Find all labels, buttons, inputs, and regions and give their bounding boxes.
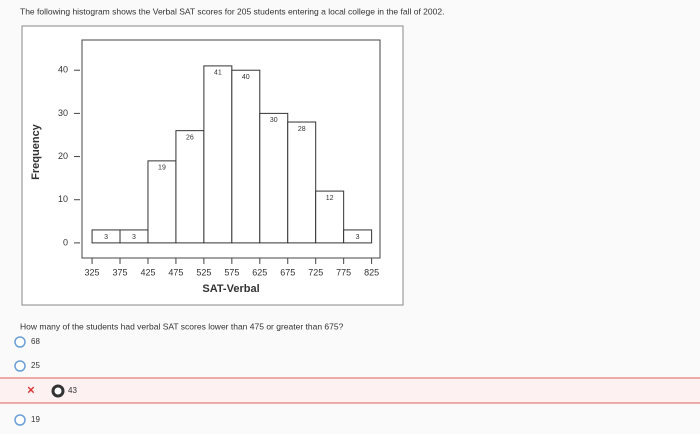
bar <box>315 190 345 244</box>
question-text: How many of the students had verbal SAT … <box>20 321 344 331</box>
x-tick-label: 825 <box>364 267 379 277</box>
data-label: 3 <box>132 234 136 241</box>
data-label: 28 <box>298 126 306 133</box>
x-tick-label: 625 <box>252 267 267 277</box>
x-tick-label: 425 <box>140 267 155 277</box>
radio[interactable] <box>14 360 26 372</box>
bar <box>231 69 261 244</box>
option-text[interactable]: 19 <box>31 415 40 424</box>
x-tick-label: 325 <box>85 267 100 277</box>
y-tick-label: 30 <box>58 108 68 118</box>
x-axis-label: SAT-Verbal <box>202 283 259 295</box>
data-label: 12 <box>326 195 334 202</box>
incorrect-row <box>0 378 700 403</box>
x-tick-label: 375 <box>113 267 128 277</box>
header-text: The following histogram shows the Verbal… <box>20 6 444 16</box>
option-text[interactable]: 43 <box>68 386 77 395</box>
y-tick-label: 0 <box>63 237 68 247</box>
y-tick-label: 10 <box>58 194 68 204</box>
radio-selected[interactable] <box>51 384 65 398</box>
option-text[interactable]: 25 <box>31 361 40 370</box>
radio[interactable] <box>14 414 26 426</box>
bar <box>203 65 233 244</box>
data-label: 30 <box>270 117 278 124</box>
bar <box>287 121 317 244</box>
data-label: 26 <box>186 134 194 141</box>
y-tick-label: 40 <box>58 65 68 75</box>
bar <box>343 229 373 244</box>
x-tick-label: 575 <box>224 267 239 277</box>
x-tick-label: 675 <box>280 267 295 277</box>
bar <box>175 130 205 244</box>
data-label: 3 <box>104 234 108 241</box>
x-tick-label: 475 <box>168 267 183 277</box>
y-tick-label: 20 <box>58 151 68 161</box>
data-label: 41 <box>214 70 222 77</box>
wrong-mark: ✕ <box>27 386 35 397</box>
x-tick-label: 775 <box>336 267 351 277</box>
y-axis-label: Frequency <box>30 123 42 180</box>
x-tick-label: 725 <box>308 267 323 277</box>
data-label: 3 <box>356 234 360 241</box>
bar <box>259 112 289 244</box>
x-tick-label: 525 <box>196 267 211 277</box>
data-label: 40 <box>242 74 250 81</box>
option-text[interactable]: 68 <box>31 337 40 346</box>
data-label: 19 <box>158 165 166 172</box>
bar <box>147 160 177 244</box>
radio[interactable] <box>14 336 26 348</box>
